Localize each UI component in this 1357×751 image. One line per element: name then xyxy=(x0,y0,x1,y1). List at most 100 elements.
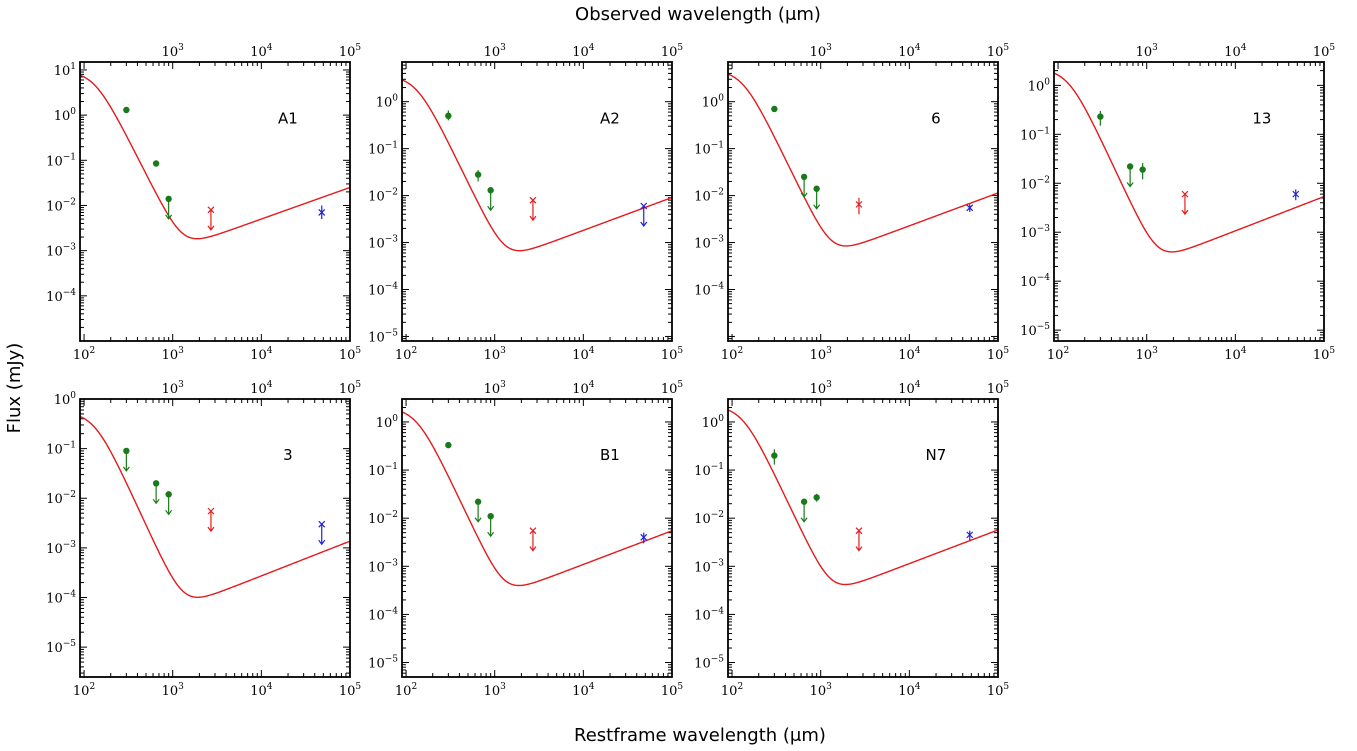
x-tick-label-bottom: 104 xyxy=(1224,346,1247,363)
panel-frame xyxy=(1053,61,1325,342)
radio-point xyxy=(966,530,974,541)
flux-marker xyxy=(800,498,808,505)
x-tick-label-bottom: 102 xyxy=(721,682,743,699)
radio-point xyxy=(1292,189,1300,201)
x-tick-label-bottom: 102 xyxy=(721,346,743,363)
x-tick-label-bottom: 104 xyxy=(898,682,921,699)
y-tick-label: 10−4 xyxy=(46,288,76,305)
y-tick-label: 10−4 xyxy=(694,281,724,298)
flux-marker xyxy=(1139,166,1146,173)
flux-marker xyxy=(1126,163,1134,170)
cross-marker xyxy=(529,196,537,204)
flux-point xyxy=(445,441,452,449)
panel-a2: 102 103 104 105 103 104 105 10−5 10−4 10−3 10−2 10−… xyxy=(368,43,683,363)
y-tick-label: 10−4 xyxy=(694,606,724,623)
radio-point xyxy=(529,527,537,552)
upper-limit-arrow xyxy=(122,466,130,472)
panel-frame xyxy=(79,61,351,342)
x-tick-label-bottom: 104 xyxy=(898,346,921,363)
y-tick-label: 10−3 xyxy=(46,540,76,557)
y-tick-label: 10−1 xyxy=(46,152,76,169)
x-tick-label-top: 105 xyxy=(1313,43,1336,60)
y-tick-label: 10−5 xyxy=(368,655,398,672)
upper-limit-arrow xyxy=(207,225,215,231)
panel-frame xyxy=(727,398,999,678)
upper-limit-arrow xyxy=(474,517,482,523)
upper-limit-arrow xyxy=(800,517,808,523)
panel-label: N7 xyxy=(926,446,947,464)
flux-marker xyxy=(771,105,778,113)
flux-point xyxy=(1097,110,1104,126)
flux-marker xyxy=(165,491,172,498)
x-tick-label-top: 103 xyxy=(810,380,833,397)
y-tick-label: 10−3 xyxy=(368,235,398,252)
x-tick-label-top: 104 xyxy=(898,380,921,397)
x-tick-label-top: 104 xyxy=(898,43,921,60)
y-tick-label: 10−3 xyxy=(694,235,724,252)
x-tick-label-bottom: 104 xyxy=(572,346,595,363)
x-tick-label-bottom: 105 xyxy=(1313,346,1336,363)
y-tick-label: 10−4 xyxy=(1020,273,1050,290)
panel-n7: 102 103 104 105 103 104 105 10−5 10−4 10−3 10−2 10−… xyxy=(694,380,1009,699)
x-tick-label-bottom: 103 xyxy=(810,682,833,699)
x-tick-label-bottom: 105 xyxy=(661,682,684,699)
panel-label: 6 xyxy=(931,109,941,127)
flux-point xyxy=(487,512,495,538)
x-tick-label-top: 104 xyxy=(250,43,273,60)
y-tick-label: 10−2 xyxy=(46,197,76,214)
y-tick-label: 10−3 xyxy=(46,243,76,260)
model-curve xyxy=(80,415,350,598)
y-tick-label: 100 xyxy=(376,94,399,111)
x-tick-label-top: 104 xyxy=(572,43,595,60)
model-curve xyxy=(402,79,672,252)
y-tick-label: 10−2 xyxy=(368,510,398,527)
model-curve xyxy=(1054,72,1324,253)
radio-point xyxy=(640,532,648,544)
y-tick-label: 10−2 xyxy=(694,510,724,527)
y-tick-label: 10−1 xyxy=(694,141,724,158)
panel-label: B1 xyxy=(600,446,620,464)
flux-point xyxy=(165,195,173,220)
panel-13: 102 103 104 105 103 104 105 10−5 10−4 10−3 10−2 10−… xyxy=(1020,43,1335,363)
bottom-axis-title: Restframe wavelength (μm) xyxy=(574,725,826,746)
radio-point xyxy=(855,527,863,552)
upper-limit-arrow xyxy=(487,531,495,538)
x-tick-label-bottom: 102 xyxy=(395,346,417,363)
x-tick-label-bottom: 103 xyxy=(162,346,185,363)
y-tick-label: 100 xyxy=(1028,77,1051,94)
flux-point xyxy=(487,187,495,212)
y-tick-label: 10−4 xyxy=(46,589,76,606)
flux-marker xyxy=(474,498,482,505)
flux-marker xyxy=(123,447,130,455)
upper-limit-arrow xyxy=(318,539,326,546)
panel-label: A1 xyxy=(278,109,298,127)
x-tick-label-bottom: 104 xyxy=(250,682,273,699)
flux-point xyxy=(122,447,130,472)
x-tick-label-bottom: 105 xyxy=(987,682,1010,699)
radio-point xyxy=(1181,190,1189,216)
flux-point xyxy=(771,449,778,465)
x-tick-label-bottom: 105 xyxy=(339,346,362,363)
y-tick-label: 10−1 xyxy=(46,441,76,458)
panel-3: 102 103 104 105 103 104 105 10−5 10−4 10−3 10−2 10−… xyxy=(46,380,361,699)
y-tick-label: 10−5 xyxy=(694,655,724,672)
y-tick-label: 10−2 xyxy=(46,490,76,507)
cross-marker xyxy=(855,200,863,208)
x-tick-label-top: 105 xyxy=(339,43,362,60)
flux-point xyxy=(152,480,160,505)
flux-marker xyxy=(771,452,778,459)
y-tick-label: 100 xyxy=(54,391,77,408)
x-tick-label-bottom: 103 xyxy=(162,682,185,699)
x-tick-label-bottom: 103 xyxy=(484,346,507,363)
flux-point xyxy=(474,498,482,523)
flux-marker xyxy=(474,171,482,178)
y-tick-label: 10−4 xyxy=(368,281,398,298)
panel-frame xyxy=(79,398,351,678)
panel-frame xyxy=(727,61,999,342)
flux-marker xyxy=(445,441,452,449)
flux-point xyxy=(813,185,821,210)
flux-point xyxy=(800,498,808,523)
radio-point xyxy=(529,196,537,222)
radio-point xyxy=(318,205,326,220)
flux-marker xyxy=(813,494,820,501)
